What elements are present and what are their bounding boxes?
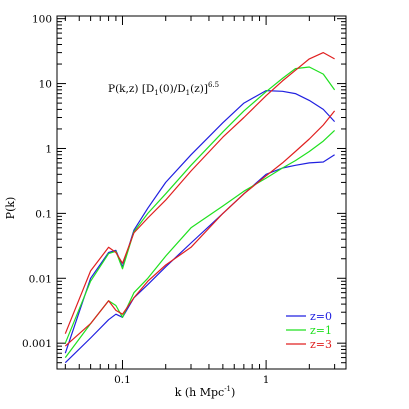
legend-label: z=3 xyxy=(310,338,332,351)
series-line-z3-upper xyxy=(64,51,335,334)
series-line-z0-lower xyxy=(64,154,335,364)
y-tick-label: 100 xyxy=(32,14,52,26)
plot-border xyxy=(56,15,347,370)
legend: z=0z=1z=3 xyxy=(286,310,332,351)
legend-label: z=0 xyxy=(310,310,332,323)
x-tick-label: 1 xyxy=(263,374,270,386)
series-line-z3-lower xyxy=(64,110,336,347)
series-line-z1-lower xyxy=(64,129,336,358)
y-tick-label: 0.1 xyxy=(35,208,52,220)
y-tick-label: 0.01 xyxy=(29,273,52,285)
y-tick-label: 0.001 xyxy=(22,338,52,350)
annotation: P(k,z) [D1(0)/D1(z)]6.5 xyxy=(108,81,219,97)
legend-label: z=1 xyxy=(310,324,332,337)
series-lines xyxy=(64,51,336,364)
axis-ticks: 0.1 1 0.001 0.01 0.1 1 10 100 xyxy=(22,14,346,386)
y-axis-title: P(k) xyxy=(4,197,17,220)
y-tick-label: 10 xyxy=(39,79,52,91)
x-axis-title: k (h Mpc-1) xyxy=(175,385,236,399)
x-tick-label: 0.1 xyxy=(114,374,131,386)
y-tick-label: 1 xyxy=(45,143,52,155)
series-line-z1-upper xyxy=(64,66,336,344)
plot-frame xyxy=(56,15,347,370)
